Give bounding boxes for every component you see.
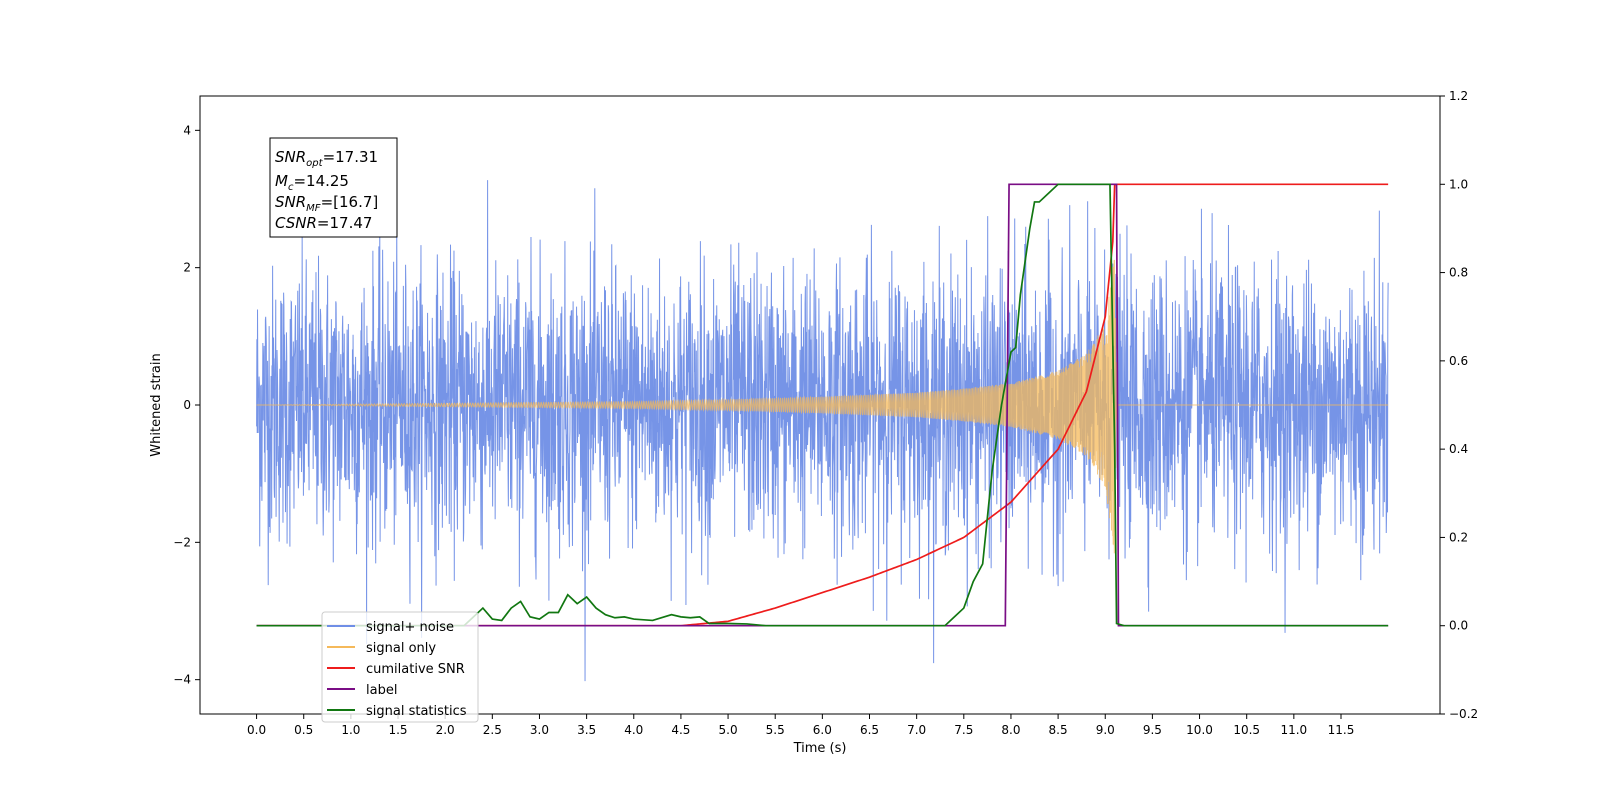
x-tick-label: 7.5 bbox=[954, 723, 973, 737]
legend-label: signal+ noise bbox=[366, 620, 454, 635]
y-right-tick-label: 1.0 bbox=[1449, 177, 1468, 191]
x-tick-label: 2.5 bbox=[483, 723, 502, 737]
x-tick-label: 4.0 bbox=[624, 723, 643, 737]
annotation-snr-mf: SNRMF=[16.7] bbox=[275, 193, 378, 214]
x-tick-label: 5.5 bbox=[766, 723, 785, 737]
y-axis-label: Whitened strain bbox=[149, 353, 164, 456]
series-signal-statistics bbox=[256, 183, 1389, 627]
legend-label: signal only bbox=[366, 641, 436, 656]
plot-frame bbox=[199, 95, 1441, 715]
y-axis-left-ticks: 4 2 0 −2 −4 bbox=[173, 123, 200, 687]
x-tick-label: 0.0 bbox=[247, 723, 266, 737]
legend-label: signal statistics bbox=[366, 704, 467, 719]
x-tick-label: 0.5 bbox=[294, 723, 313, 737]
legend: signal+ noise signal only cumilative SNR la… bbox=[321, 611, 479, 723]
x-tick-label: 6.0 bbox=[813, 723, 832, 737]
x-axis-ticks: 0.0 0.5 1.0 1.5 2.0 2.5 3.0 3.5 4.0 4.5 5.0 5.5 6.0 6… bbox=[247, 714, 1354, 737]
x-tick-label: 3.0 bbox=[530, 723, 549, 737]
x-tick-label: 11.5 bbox=[1328, 723, 1355, 737]
y-right-tick-label: 0.8 bbox=[1449, 266, 1468, 280]
x-tick-label: 6.5 bbox=[860, 723, 879, 737]
legend-items: signal+ noise signal only cumilative SNR la… bbox=[327, 620, 467, 719]
x-tick-label: 9.5 bbox=[1143, 723, 1162, 737]
y-tick-label: 2 bbox=[183, 261, 191, 275]
annotation-snr-opt: SNRopt=17.31 bbox=[275, 148, 378, 169]
annotation-box: SNRopt=17.31 Mc=14.25 SNRMF=[16.7] CSNR=… bbox=[269, 137, 398, 238]
annotation-frame bbox=[269, 137, 398, 238]
x-axis-label: Time (s) bbox=[793, 741, 847, 756]
y-tick-label: 4 bbox=[183, 123, 191, 137]
x-tick-label: 7.0 bbox=[907, 723, 926, 737]
y-axis-right-ticks: 1.2 1.0 0.8 0.6 0.4 0.2 0.0 −0.2 bbox=[1440, 89, 1478, 721]
series-signal-noise bbox=[256, 180, 1389, 682]
y-right-tick-label: −0.2 bbox=[1449, 707, 1478, 721]
x-tick-label: 8.5 bbox=[1049, 723, 1068, 737]
x-tick-label: 3.5 bbox=[577, 723, 596, 737]
x-tick-label: 10.5 bbox=[1233, 723, 1260, 737]
x-tick-label: 8.0 bbox=[1001, 723, 1020, 737]
y-right-tick-label: 0.6 bbox=[1449, 354, 1468, 368]
annotation-csnr: CSNR=17.47 bbox=[275, 214, 372, 232]
x-tick-label: 1.0 bbox=[341, 723, 360, 737]
x-tick-label: 2.0 bbox=[436, 723, 455, 737]
y-right-tick-label: 0.0 bbox=[1449, 619, 1468, 633]
y-right-tick-label: 1.2 bbox=[1449, 89, 1468, 103]
series-signal-only bbox=[256, 259, 1389, 554]
y-right-tick-label: 0.4 bbox=[1449, 442, 1468, 456]
legend-label: label bbox=[366, 683, 397, 698]
x-tick-label: 4.5 bbox=[671, 723, 690, 737]
legend-label: cumilative SNR bbox=[366, 662, 465, 677]
y-right-tick-label: 0.2 bbox=[1449, 530, 1468, 544]
annotation-mc: Mc=14.25 bbox=[275, 172, 349, 193]
x-tick-label: 9.0 bbox=[1096, 723, 1115, 737]
x-tick-label: 11.0 bbox=[1280, 723, 1307, 737]
y-tick-label: 0 bbox=[183, 398, 191, 412]
y-tick-label: −2 bbox=[173, 535, 191, 549]
legend-frame bbox=[321, 611, 479, 723]
x-tick-label: 5.0 bbox=[719, 723, 738, 737]
x-tick-label: 10.0 bbox=[1186, 723, 1213, 737]
y-tick-label: −4 bbox=[173, 673, 191, 687]
x-tick-label: 1.5 bbox=[388, 723, 407, 737]
